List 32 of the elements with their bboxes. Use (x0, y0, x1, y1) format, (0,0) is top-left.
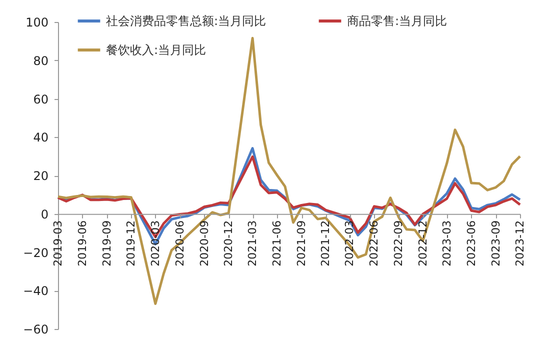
y-tick-label: 20 (33, 169, 48, 183)
y-tick-label: −20 (23, 246, 48, 260)
x-tick-label: 2023-03 (440, 220, 454, 266)
x-tick-label: 2022-06 (368, 220, 381, 266)
x-tick-label: 2020-09 (198, 220, 211, 266)
x-tick-label: 2021-09 (295, 220, 308, 266)
legend-label: 商品零售:当月同比 (347, 14, 448, 28)
x-tick-label: 2020-12 (222, 220, 236, 266)
x-tick-label: 2022-03 (343, 220, 356, 266)
x-tick-label: 2019-06 (76, 220, 89, 266)
x-tick-label: 2019-09 (100, 220, 114, 266)
x-tick-label: 2023-12 (514, 220, 526, 266)
x-tick-label: 2020-06 (173, 220, 186, 266)
y-tick-label: 60 (33, 92, 48, 106)
y-tick-label: −60 (23, 322, 48, 336)
x-tick-label: 2021-12 (319, 220, 332, 266)
legend-label: 餐饮收入:当月同比 (106, 43, 206, 57)
x-tick-label: 2022-09 (392, 220, 406, 266)
x-tick-label: 2021-06 (270, 220, 284, 266)
x-tick-label: 2021-03 (246, 220, 260, 266)
x-tick-label: 2023-09 (489, 220, 502, 266)
y-tick-label: −40 (23, 284, 48, 298)
x-tick-label: 2020-03 (148, 220, 162, 266)
y-tick-label: 100 (26, 16, 48, 30)
y-tick-label: 80 (33, 54, 48, 68)
x-tick-label: 2022-12 (416, 220, 430, 266)
y-tick-label: 40 (33, 130, 48, 145)
x-tick-label: 2019-12 (124, 220, 138, 266)
x-tick-label: 2023-06 (464, 220, 478, 266)
x-tick-label: 2019-03 (52, 220, 64, 266)
legend-label: 社会消费品零售总额:当月同比 (106, 14, 266, 28)
y-tick-label: 0 (40, 207, 48, 222)
